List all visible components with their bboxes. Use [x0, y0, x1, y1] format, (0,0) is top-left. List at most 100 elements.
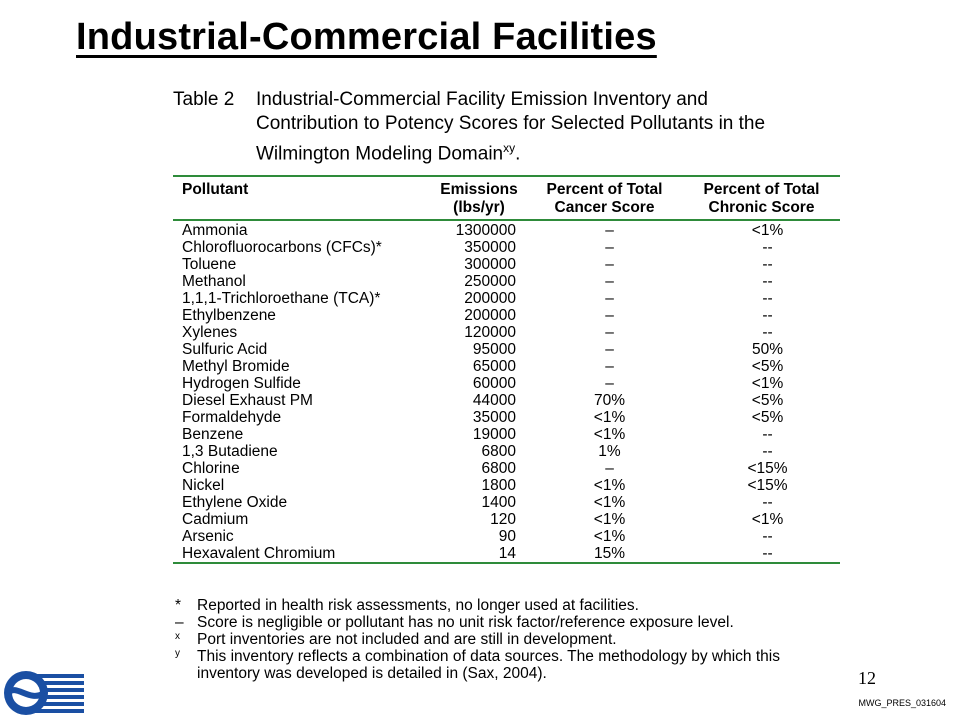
cell-cancer: –: [605, 222, 614, 239]
cell-chronic: --: [762, 256, 773, 273]
cell-cancer: <1%: [593, 426, 626, 443]
table-row: Ethylbenzene 200000 – --: [173, 307, 840, 324]
table-row: Methanol 250000 – --: [173, 273, 840, 290]
cell-cancer: <1%: [593, 409, 626, 426]
document-id: MWG_PRES_031604: [858, 698, 946, 708]
table-row: Diesel Exhaust PM 44000 70% <5%: [173, 392, 840, 409]
note-text: This inventory reflects a combination of…: [197, 648, 780, 665]
cell-chronic: 50%: [751, 341, 784, 358]
cell-pollutant: Cadmium: [182, 511, 249, 528]
table-row: Toluene 300000 – --: [173, 256, 840, 273]
header-emissions-line-2: (lbs/yr): [453, 199, 505, 216]
cell-chronic: --: [762, 426, 773, 443]
cell-cancer: 1%: [598, 443, 621, 460]
cell-chronic: --: [762, 443, 773, 460]
table-row: 1,3 Butadiene 6800 1% --: [173, 443, 840, 460]
cell-chronic: <5%: [751, 392, 784, 409]
cell-pollutant: Chlorine: [182, 460, 240, 477]
cell-chronic: <5%: [751, 358, 784, 375]
table-row: Arsenic 90 <1% --: [173, 528, 840, 545]
cell-emissions: 19000: [472, 426, 516, 443]
cell-emissions: 200000: [464, 290, 516, 307]
cell-pollutant: 1,1,1-Trichloroethane (TCA)*: [182, 290, 381, 307]
cell-pollutant: Ethylbenzene: [182, 307, 276, 324]
cell-emissions: 44000: [472, 392, 516, 409]
cell-pollutant: Ethylene Oxide: [182, 494, 288, 511]
table-row: Formaldehyde 35000 <1% <5%: [173, 409, 840, 426]
note-y-continued: inventory was developed is detailed in (…: [197, 665, 547, 682]
table-row: Nickel 1800 <1% <15%: [173, 477, 840, 494]
cell-chronic: --: [762, 273, 773, 290]
cell-emissions: 90: [498, 528, 516, 545]
table-row: 1,1,1-Trichloroethane (TCA)* 200000 – --: [173, 290, 840, 307]
cell-pollutant: Chlorofluorocarbons (CFCs)*: [182, 239, 382, 256]
header-cancer-line-2: Cancer Score: [554, 199, 655, 216]
note-x: x Port inventories are not included and …: [173, 631, 873, 648]
cell-chronic: --: [762, 239, 773, 256]
cell-emissions: 6800: [481, 460, 516, 477]
cell-pollutant: Arsenic: [182, 528, 234, 545]
cell-cancer: –: [605, 290, 614, 307]
cell-cancer: 70%: [593, 392, 626, 409]
table-row: Chlorine 6800 – <15%: [173, 460, 840, 477]
cell-emissions: 14: [498, 545, 516, 562]
cell-emissions: 120: [490, 511, 516, 528]
cell-cancer: 15%: [593, 545, 626, 562]
header-cancer-line-1: Percent of Total: [546, 181, 663, 198]
header-chronic: Percent of Total Chronic Score: [683, 181, 840, 217]
caption-line-3-end: .: [515, 143, 521, 165]
table-row: Cadmium 120 <1% <1%: [173, 511, 840, 528]
slide-title: Industrial-Commercial Facilities: [76, 16, 657, 58]
cell-cancer: <1%: [593, 528, 626, 545]
header-chronic-line-1: Percent of Total: [703, 181, 820, 198]
table-caption: Table 2 Industrial-Commercial Facility Em…: [173, 88, 765, 166]
cell-pollutant: Nickel: [182, 477, 225, 494]
cell-cancer: –: [605, 239, 614, 256]
cell-emissions: 1300000: [455, 222, 516, 239]
header-pollutant: Pollutant: [182, 181, 249, 198]
cell-cancer: –: [605, 375, 614, 392]
cell-emissions: 1400: [481, 494, 516, 511]
cell-chronic: --: [762, 290, 773, 307]
note-y: y This inventory reflects a combination …: [173, 648, 873, 665]
cell-emissions: 200000: [464, 307, 516, 324]
note-dash: – Score is negligible or pollutant has n…: [173, 614, 873, 631]
cell-emissions: 95000: [472, 341, 516, 358]
table-row: Hexavalent Chromium 14 15% --: [173, 545, 840, 562]
cell-pollutant: Methanol: [182, 273, 246, 290]
cell-emissions: 120000: [464, 324, 516, 341]
table-header-rule: [173, 219, 840, 221]
page-number: 12: [858, 668, 876, 688]
cell-chronic: --: [762, 324, 773, 341]
cell-pollutant: Hydrogen Sulfide: [182, 375, 301, 392]
agency-logo-icon: [0, 666, 86, 718]
table-row: Hydrogen Sulfide 60000 – <1%: [173, 375, 840, 392]
cell-emissions: 350000: [464, 239, 516, 256]
table-row: Xylenes 120000 – --: [173, 324, 840, 341]
caption-line-3: Wilmington Modeling Domain: [256, 143, 504, 165]
table-row: Benzene 19000 <1% --: [173, 426, 840, 443]
cell-chronic: <15%: [747, 477, 788, 494]
emissions-table: Pollutant Emissions (lbs/yr) Percent of …: [173, 175, 840, 564]
header-cancer: Percent of Total Cancer Score: [526, 181, 683, 217]
caption-line-1: Industrial-Commercial Facility Emission …: [256, 89, 708, 110]
table-top-rule: [173, 175, 840, 177]
cell-chronic: <1%: [751, 222, 784, 239]
cell-chronic: --: [762, 494, 773, 511]
cell-emissions: 35000: [472, 409, 516, 426]
cell-cancer: <1%: [593, 477, 626, 494]
cell-chronic: <1%: [751, 375, 784, 392]
cell-chronic: <15%: [747, 460, 788, 477]
cell-emissions: 65000: [472, 358, 516, 375]
caption-line-2: Contribution to Potency Scores for Selec…: [256, 113, 766, 134]
header-chronic-line-2: Chronic Score: [708, 199, 815, 216]
cell-pollutant: Xylenes: [182, 324, 238, 341]
table-row: Methyl Bromide 65000 – <5%: [173, 358, 840, 375]
table-row: Ethylene Oxide 1400 <1% --: [173, 494, 840, 511]
cell-cancer: –: [605, 341, 614, 358]
note-mark: –: [175, 614, 184, 631]
note-mark: y: [175, 648, 180, 659]
cell-pollutant: Benzene: [182, 426, 244, 443]
header-emissions: Emissions (lbs/yr): [432, 181, 526, 217]
cell-cancer: –: [605, 307, 614, 324]
